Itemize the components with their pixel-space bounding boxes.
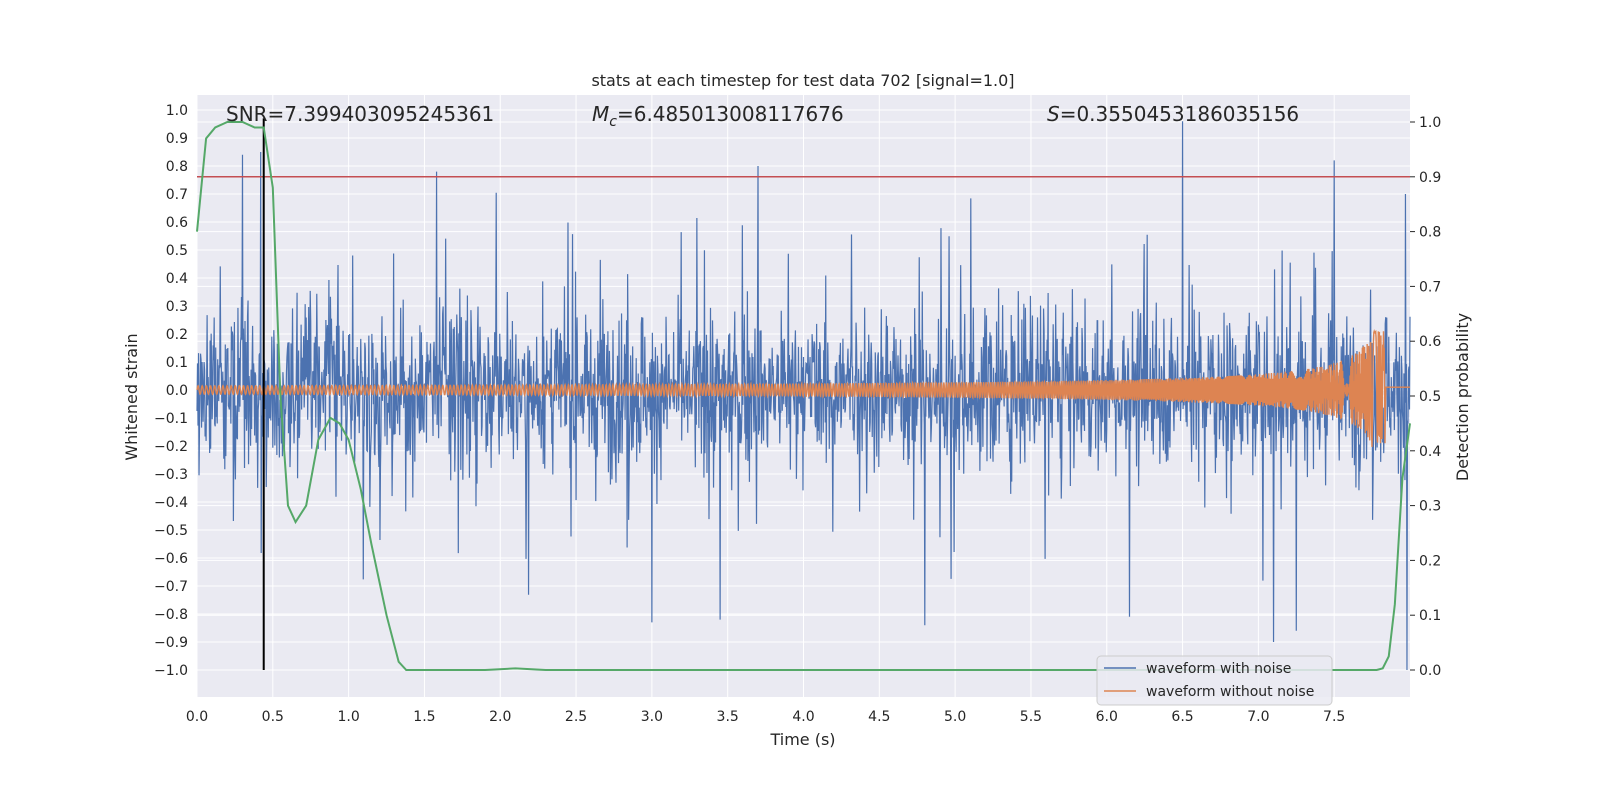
x-tick-label: 1.0 — [337, 709, 359, 725]
chart-title: stats at each timestep for test data 702… — [591, 71, 1014, 90]
chirp-line — [196, 328, 1410, 447]
y-left-tick-label: −0.2 — [154, 439, 188, 455]
y-left-tick-label: −0.5 — [154, 523, 188, 539]
y-right-tick-label: 1.0 — [1419, 115, 1441, 131]
reference-lines — [197, 118, 1410, 670]
x-tick-label: 7.5 — [1323, 709, 1345, 725]
y-right-tick-label: 0.3 — [1419, 499, 1441, 515]
y-left-tick-label: 0.1 — [166, 355, 188, 371]
probability-line — [196, 121, 1411, 671]
y-right-tick-label: 0.4 — [1419, 444, 1441, 460]
y-right-tick-label: 0.0 — [1419, 663, 1441, 679]
y-left-tick-label: −0.9 — [154, 635, 188, 651]
x-tick-label: 5.5 — [1020, 709, 1042, 725]
y-left-tick-label: −0.6 — [154, 551, 188, 567]
y-left-tick-label: 0.0 — [166, 383, 188, 399]
y-left-tick-label: −1.0 — [154, 663, 188, 679]
x-axis-label: Time (s) — [769, 730, 835, 749]
x-tick-label: 6.5 — [1171, 709, 1193, 725]
x-tick-label: 3.5 — [717, 709, 739, 725]
x-tick-label: 6.0 — [1096, 709, 1118, 725]
y-right-tick-label: 0.8 — [1419, 225, 1441, 241]
y-left-tick-label: 0.3 — [166, 299, 188, 315]
snr-annotation: SNR=7.399403095245361 — [226, 102, 494, 126]
x-tick-label: 1.5 — [413, 709, 435, 725]
y-left-tick-label: 0.5 — [166, 243, 188, 259]
series-waveform-with-noise — [196, 121, 1411, 671]
x-tick-label: 7.0 — [1247, 709, 1269, 725]
legend: waveform with noise waveform without noi… — [1096, 655, 1333, 706]
noise-line — [196, 121, 1411, 671]
y-axis-label-right: Detection probability — [1453, 313, 1472, 481]
chirp-mass-annotation: Mc=6.485013008117676 — [592, 102, 844, 130]
y-left-tick-label: 1.0 — [166, 103, 188, 119]
y-left-tick-label: −0.3 — [154, 467, 188, 483]
y-right-tick-label: 0.6 — [1419, 334, 1441, 350]
y-left-tick-label: −0.7 — [154, 579, 188, 595]
y-left-tick-label: 0.6 — [166, 215, 188, 231]
y-right-tick-label: 0.1 — [1419, 608, 1441, 624]
x-tick-label: 4.5 — [868, 709, 890, 725]
y-right-tick-label: 0.9 — [1419, 170, 1441, 186]
y-right-tick-label: 0.2 — [1419, 553, 1441, 569]
x-tick-label: 5.0 — [944, 709, 966, 725]
series-waveform-without-noise — [196, 328, 1410, 447]
y-left-tick-label: 0.4 — [166, 271, 188, 287]
y-left-tick-label: 0.8 — [166, 159, 188, 175]
y-right-tick-label: 0.5 — [1419, 389, 1441, 405]
x-tick-label: 0.5 — [262, 709, 284, 725]
y-right-tick-label: 0.7 — [1419, 279, 1441, 295]
y-left-tick-label: −0.4 — [154, 495, 188, 511]
y-left-tick-label: 0.2 — [166, 327, 188, 343]
y-left-tick-label: 0.9 — [166, 131, 188, 147]
s-annotation: S=0.3550453186035156 — [1047, 102, 1299, 126]
x-tick-label: 2.0 — [489, 709, 511, 725]
legend-label-clean: waveform without noise — [1146, 684, 1314, 700]
x-tick-label: 2.5 — [565, 709, 587, 725]
x-tick-label: 4.0 — [792, 709, 814, 725]
series-detection-probability — [196, 121, 1411, 671]
y-left-tick-label: −0.8 — [154, 607, 188, 623]
legend-label-noise: waveform with noise — [1146, 661, 1291, 677]
y-left-tick-label: −0.1 — [154, 411, 188, 427]
y-axis-label-left: Whitened strain — [122, 333, 141, 460]
axis-ticks: 0.0 0.5 1.0 1.5 2.0 2.5 3.0 3.5 4.0 4.5 5.0 5.5 6.0 6… — [154, 103, 1441, 725]
x-tick-label: 3.0 — [641, 709, 663, 725]
y-left-tick-label: 0.7 — [166, 187, 188, 203]
x-tick-label: 0.0 — [186, 709, 208, 725]
